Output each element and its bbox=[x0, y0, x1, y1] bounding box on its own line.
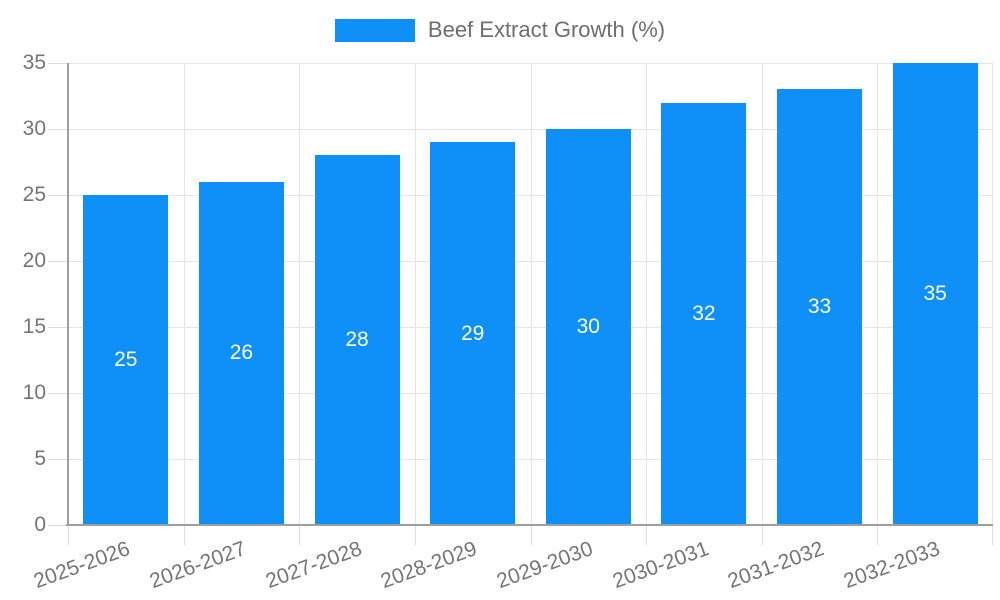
x-axis-tick bbox=[761, 525, 763, 545]
y-axis-tick-label: 20 bbox=[22, 249, 46, 272]
y-axis-tick-label: 10 bbox=[22, 381, 46, 404]
gridline-vertical bbox=[183, 63, 185, 525]
gridline-vertical bbox=[992, 63, 993, 525]
bar[interactable]: 32 bbox=[661, 102, 747, 525]
bar[interactable]: 33 bbox=[777, 89, 863, 525]
bar[interactable]: 29 bbox=[430, 142, 516, 525]
x-axis-category-label: 2025-2026 bbox=[31, 537, 134, 594]
x-axis-tick bbox=[992, 525, 993, 545]
y-axis-tick bbox=[48, 458, 68, 460]
x-axis-line bbox=[66, 524, 993, 526]
x-axis-tick bbox=[183, 525, 185, 545]
gridline-vertical bbox=[761, 63, 763, 525]
x-axis-category-label: 2029-2030 bbox=[493, 537, 596, 594]
y-axis-tick bbox=[48, 62, 68, 64]
bar[interactable]: 25 bbox=[83, 195, 169, 525]
gridline-vertical bbox=[299, 63, 301, 525]
y-axis-tick bbox=[48, 260, 68, 262]
y-axis-line bbox=[67, 63, 69, 525]
legend-item[interactable]: Beef Extract Growth (%) bbox=[0, 17, 1000, 43]
legend-swatch bbox=[334, 18, 415, 42]
bar-value-label: 30 bbox=[576, 315, 600, 338]
x-axis-category-label: 2026-2027 bbox=[146, 537, 249, 594]
y-axis-tick bbox=[48, 194, 68, 196]
x-axis-category-label: 2030-2031 bbox=[609, 537, 712, 594]
bar-value-label: 28 bbox=[345, 328, 369, 352]
x-axis-category-label: 2032-2033 bbox=[840, 537, 943, 594]
bar-value-label: 26 bbox=[229, 341, 254, 365]
plot-area: 0 5 10 15 20 25 30 35 25 26 28 29 30 32 33 35 2025-2026 2… bbox=[23, 52, 993, 593]
y-axis-tick bbox=[48, 524, 68, 526]
y-axis-tick-label: 25 bbox=[22, 183, 46, 206]
bar-value-label: 29 bbox=[461, 321, 485, 345]
x-axis-tick bbox=[877, 525, 879, 545]
gridline-vertical bbox=[646, 63, 648, 525]
bar-value-label: 32 bbox=[692, 301, 716, 325]
y-axis-tick bbox=[48, 128, 68, 130]
gridline-vertical bbox=[877, 63, 879, 525]
legend-label: Beef Extract Growth (%) bbox=[427, 17, 666, 42]
bar-value-label: 33 bbox=[807, 295, 832, 319]
gridline-vertical bbox=[530, 63, 532, 525]
y-axis-tick-label: 30 bbox=[22, 117, 46, 140]
bar[interactable]: 26 bbox=[198, 181, 284, 525]
bar[interactable]: 35 bbox=[892, 63, 978, 525]
bar[interactable]: 28 bbox=[314, 155, 400, 525]
y-axis-tick-label: 15 bbox=[22, 315, 46, 338]
y-axis-tick-label: 5 bbox=[34, 447, 46, 470]
y-axis-tick-label: 35 bbox=[22, 51, 46, 74]
x-axis-tick bbox=[68, 525, 69, 545]
x-axis-category-label: 2028-2029 bbox=[377, 537, 481, 594]
x-axis-category-label: 2027-2028 bbox=[262, 537, 365, 594]
bar[interactable]: 30 bbox=[545, 129, 631, 525]
gridline-vertical bbox=[414, 63, 416, 525]
y-axis-tick bbox=[48, 326, 68, 328]
bar-value-label: 25 bbox=[114, 348, 138, 371]
x-axis-tick bbox=[299, 525, 301, 545]
bar-value-label: 35 bbox=[923, 282, 947, 305]
x-axis-tick bbox=[530, 525, 532, 545]
x-axis-tick bbox=[414, 525, 416, 545]
y-axis-tick-label: 0 bbox=[34, 513, 46, 536]
x-axis-tick bbox=[646, 525, 648, 545]
y-axis-tick bbox=[48, 392, 68, 394]
x-axis-category-label: 2031-2032 bbox=[724, 537, 828, 594]
